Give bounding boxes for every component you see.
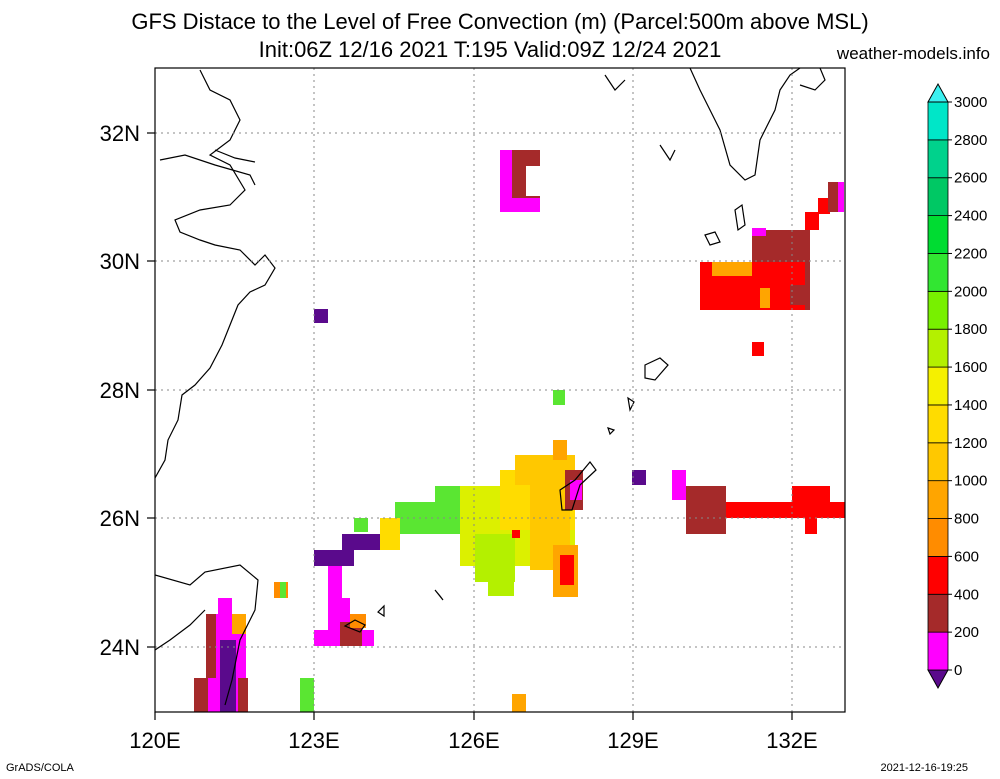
colorbar-label: 1800 <box>954 321 987 338</box>
x-label-126e: 126E <box>448 728 499 753</box>
colorbar-label: 2200 <box>954 245 987 262</box>
colorbar-swatch <box>927 366 949 406</box>
colorbar-swatch <box>927 215 949 254</box>
x-label-120e: 120E <box>129 728 180 753</box>
x-label-129e: 129E <box>607 728 658 753</box>
x-label-132e: 132E <box>766 728 817 753</box>
footer-left: GrADS/COLA <box>6 762 74 774</box>
colorbar-swatch <box>927 480 949 519</box>
colorbar-label: 600 <box>954 548 979 565</box>
colorbar-swatch <box>927 404 949 444</box>
y-label-26n: 26N <box>100 506 140 531</box>
colorbar-label: 0 <box>954 662 962 679</box>
colorbar-swatch <box>927 177 949 217</box>
lfc-field <box>194 150 845 712</box>
colorbar-label: 2000 <box>954 283 987 300</box>
colorbar-label: 1200 <box>954 435 987 452</box>
colorbar-swatch <box>927 442 949 482</box>
colorbar-swatch <box>927 139 949 179</box>
map-subtitle: Init:06Z 12/16 2021 T:195 Valid:09Z 12/2… <box>258 37 722 62</box>
colorbar-label: 2600 <box>954 170 987 187</box>
colorbar-swatch <box>927 518 949 557</box>
colorbar-label: 2800 <box>954 132 987 149</box>
colorbar-label: 1400 <box>954 397 987 414</box>
y-label-24n: 24N <box>100 635 140 660</box>
colorbar-label: 3000 <box>954 94 987 111</box>
colorbar-bottom-arrow <box>927 669 949 690</box>
coastline <box>155 68 826 706</box>
site-label: weather-models.info <box>836 44 990 63</box>
colorbar-label: 400 <box>954 586 979 603</box>
colorbar-swatch <box>927 328 949 368</box>
colorbar-swatch <box>927 253 949 292</box>
grid <box>155 68 845 712</box>
colorbar: 0 200 400 600 800 1000 1200 1400 1600 1800 2000 220… <box>927 82 987 690</box>
colorbar-swatch <box>927 556 949 595</box>
colorbar-swatch <box>927 593 949 633</box>
colorbar-swatch <box>927 631 949 671</box>
y-label-32n: 32N <box>100 121 140 146</box>
colorbar-label: 200 <box>954 624 979 641</box>
colorbar-swatch <box>927 290 949 330</box>
axis-ticks <box>147 132 793 720</box>
colorbar-label: 2400 <box>954 208 987 225</box>
y-label-30n: 30N <box>100 249 140 274</box>
y-label-28n: 28N <box>100 378 140 403</box>
colorbar-label: 1600 <box>954 359 987 376</box>
x-label-123e: 123E <box>288 728 339 753</box>
colorbar-swatch <box>927 101 949 141</box>
colorbar-label: 1000 <box>954 473 987 490</box>
map-title: GFS Distace to the Level of Free Convect… <box>131 9 869 34</box>
footer-right: 2021-12-16-19:25 <box>880 762 968 774</box>
colorbar-top-arrow <box>927 82 949 103</box>
colorbar-label: 800 <box>954 511 979 528</box>
